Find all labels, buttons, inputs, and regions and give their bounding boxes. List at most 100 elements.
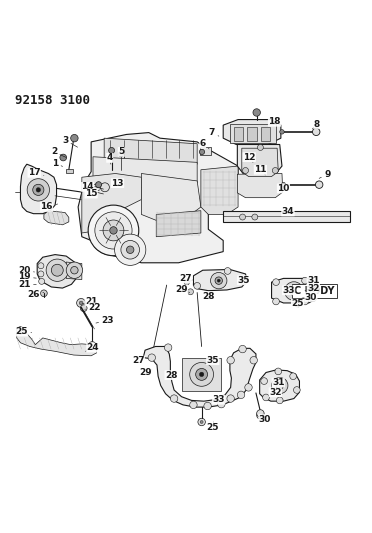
Text: 11: 11 xyxy=(254,165,267,175)
Text: 23: 23 xyxy=(96,316,114,325)
Circle shape xyxy=(109,148,115,154)
Circle shape xyxy=(148,354,155,361)
Polygon shape xyxy=(66,262,82,279)
Polygon shape xyxy=(242,148,278,176)
Circle shape xyxy=(275,368,282,375)
Circle shape xyxy=(77,298,86,308)
Circle shape xyxy=(310,295,317,302)
Text: 21: 21 xyxy=(83,297,97,306)
Circle shape xyxy=(95,212,132,249)
Circle shape xyxy=(294,301,301,307)
Circle shape xyxy=(252,214,258,220)
Circle shape xyxy=(200,421,203,424)
Circle shape xyxy=(115,234,146,265)
Circle shape xyxy=(204,402,211,410)
Text: 19: 19 xyxy=(18,272,36,281)
Bar xyxy=(182,358,221,391)
Text: 14: 14 xyxy=(81,182,96,191)
Text: 17: 17 xyxy=(28,168,44,177)
Circle shape xyxy=(218,400,225,408)
Circle shape xyxy=(103,220,124,241)
Text: 31: 31 xyxy=(272,378,285,387)
Polygon shape xyxy=(223,119,281,144)
Text: 29: 29 xyxy=(139,368,152,377)
Circle shape xyxy=(121,240,140,259)
Circle shape xyxy=(198,418,205,426)
Circle shape xyxy=(294,386,300,393)
Text: 2: 2 xyxy=(51,148,66,157)
Circle shape xyxy=(215,277,222,285)
Circle shape xyxy=(118,151,124,157)
Text: 24: 24 xyxy=(86,343,99,352)
Text: 26: 26 xyxy=(27,289,44,298)
Circle shape xyxy=(190,401,197,409)
Circle shape xyxy=(110,227,117,234)
Text: 35: 35 xyxy=(237,276,250,285)
Text: 32: 32 xyxy=(269,387,282,397)
Circle shape xyxy=(302,277,308,284)
Circle shape xyxy=(311,286,318,292)
Circle shape xyxy=(224,268,231,274)
Polygon shape xyxy=(93,157,197,188)
Bar xyxy=(200,147,211,155)
Text: 25: 25 xyxy=(15,327,32,336)
Polygon shape xyxy=(37,255,78,288)
Text: 12: 12 xyxy=(243,152,256,163)
Circle shape xyxy=(60,154,67,161)
Circle shape xyxy=(253,109,260,116)
Bar xyxy=(261,127,270,141)
Circle shape xyxy=(51,264,63,276)
Circle shape xyxy=(187,289,193,295)
Polygon shape xyxy=(156,211,201,237)
Text: 4: 4 xyxy=(106,154,113,164)
Circle shape xyxy=(36,188,41,192)
Circle shape xyxy=(79,301,83,305)
Circle shape xyxy=(46,259,68,281)
Polygon shape xyxy=(78,133,238,263)
Circle shape xyxy=(263,394,269,401)
Circle shape xyxy=(88,205,139,256)
Text: 29: 29 xyxy=(175,285,190,294)
Circle shape xyxy=(276,397,283,404)
Circle shape xyxy=(292,289,296,293)
Text: 25: 25 xyxy=(291,299,304,308)
Text: 32: 32 xyxy=(305,284,320,293)
Circle shape xyxy=(276,382,283,389)
Circle shape xyxy=(289,287,298,295)
Text: 16: 16 xyxy=(40,203,58,212)
Circle shape xyxy=(126,246,134,254)
Polygon shape xyxy=(20,164,57,214)
Circle shape xyxy=(190,362,214,386)
Circle shape xyxy=(33,184,44,196)
Polygon shape xyxy=(237,174,283,198)
Circle shape xyxy=(27,179,49,201)
Circle shape xyxy=(227,357,234,364)
Circle shape xyxy=(261,378,267,384)
Text: 20: 20 xyxy=(18,266,35,274)
Text: 33: 33 xyxy=(282,286,295,295)
Circle shape xyxy=(257,144,263,150)
Circle shape xyxy=(250,357,257,364)
Circle shape xyxy=(243,167,248,174)
Text: C BODY: C BODY xyxy=(294,286,334,296)
Text: 35: 35 xyxy=(206,356,219,365)
Circle shape xyxy=(194,282,201,289)
Circle shape xyxy=(240,278,247,285)
Bar xyxy=(234,127,243,141)
Text: 28: 28 xyxy=(165,370,177,379)
Circle shape xyxy=(89,342,96,349)
Text: 28: 28 xyxy=(202,292,215,301)
Text: 7: 7 xyxy=(209,128,219,137)
Circle shape xyxy=(211,272,227,289)
Circle shape xyxy=(217,279,220,282)
Bar xyxy=(247,127,257,141)
Polygon shape xyxy=(272,278,317,303)
Text: 27: 27 xyxy=(180,274,192,283)
Circle shape xyxy=(170,395,178,402)
Text: 10: 10 xyxy=(277,184,290,193)
Circle shape xyxy=(227,395,234,402)
Text: 30: 30 xyxy=(302,293,317,302)
Circle shape xyxy=(280,130,284,134)
Circle shape xyxy=(257,411,264,419)
Text: 8: 8 xyxy=(312,119,320,129)
